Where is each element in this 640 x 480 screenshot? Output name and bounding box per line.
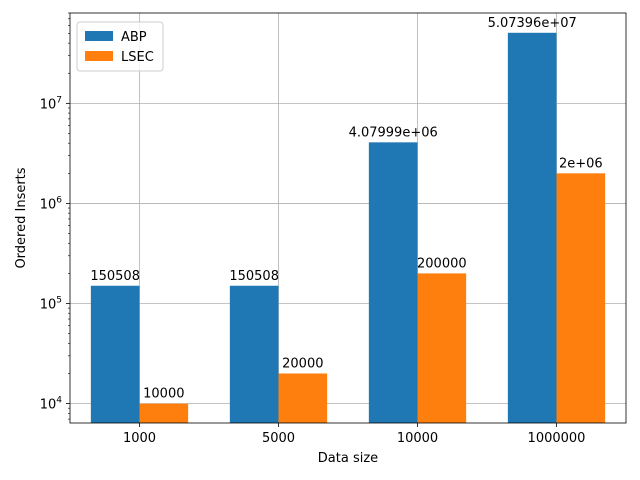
bar-label-abp-5000: 150508 — [229, 269, 279, 284]
x-tick-label: 10000 — [397, 431, 438, 446]
y-axis-ticks: 104 105 106 107 — [40, 12, 70, 420]
bar-label-lsec-1000000: 2e+06 — [559, 156, 603, 171]
y-tick-label: 106 — [40, 195, 63, 212]
bar-lsec-1000000 — [556, 173, 606, 423]
bar-lsec-1000 — [139, 403, 189, 423]
legend-swatch-lsec — [85, 51, 113, 61]
y-tick-label: 104 — [40, 396, 63, 413]
bar-label-abp-10000: 4.07999e+06 — [349, 125, 438, 140]
x-axis-label: Data size — [318, 451, 378, 466]
bar-label-abp-1000: 150508 — [90, 269, 140, 284]
bar-abp-5000 — [229, 285, 279, 423]
bar-label-lsec-1000: 10000 — [143, 387, 184, 402]
x-tick-label: 5000 — [262, 431, 295, 446]
legend: ABP LSEC — [76, 21, 164, 72]
bar-abp-10000 — [368, 142, 418, 423]
x-axis-ticks: 1000 5000 10000 1000000 — [123, 423, 586, 446]
y-tick-label: 107 — [40, 95, 62, 112]
bar-label-abp-1000000: 5.07396e+07 — [488, 16, 577, 31]
legend-swatch-abp — [85, 31, 113, 41]
legend-label-lsec: LSEC — [121, 50, 154, 65]
y-tick-label: 105 — [40, 296, 62, 313]
x-tick-label: 1000 — [123, 431, 156, 446]
bar-abp-1000000 — [507, 32, 557, 423]
bar-label-lsec-5000: 20000 — [282, 356, 323, 371]
x-tick-label: 1000000 — [528, 431, 586, 446]
y-axis-label: Ordered Inserts — [14, 167, 29, 268]
bar-label-lsec-10000: 200000 — [417, 256, 467, 271]
bars — [90, 32, 606, 423]
bar-lsec-5000 — [278, 373, 328, 423]
legend-label-abp: ABP — [121, 30, 147, 45]
bar-lsec-10000 — [417, 273, 467, 423]
bar-abp-1000 — [90, 285, 140, 423]
plot-frame — [69, 12, 627, 424]
bar-value-labels: 150508 150508 4.07999e+06 5.07396e+07 10000 2… — [90, 16, 602, 402]
